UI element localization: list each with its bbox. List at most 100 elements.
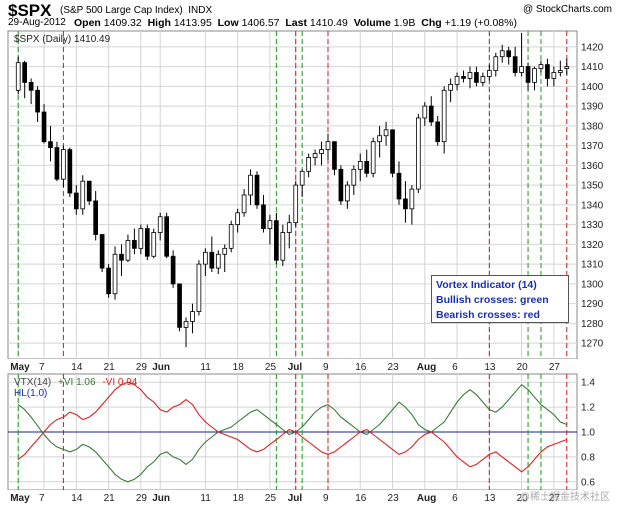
x-tick-label: 13 [484, 362, 496, 373]
candle [422, 102, 428, 126]
candle [512, 46, 518, 77]
open-label: Open [74, 17, 101, 29]
candle-body [312, 153, 318, 158]
chart-header: $SPX (S&P 500 Large Cap Index) INDX @ St… [0, 0, 620, 31]
price-y-tick: 1280 [581, 319, 604, 330]
candle [48, 125, 53, 162]
vortex-panel: 0.6 0.8 1.0 1.2 1.4 VTX(14) +VI 1.06 -VI 0.9… [7, 373, 595, 491]
price-y-tick: 1360 [581, 161, 604, 172]
candle [61, 145, 66, 188]
candle [132, 228, 137, 255]
chg-label: Chg [421, 17, 442, 29]
price-y-tick: 1380 [581, 121, 604, 132]
candle [28, 78, 34, 105]
candle [390, 129, 395, 178]
candle [215, 250, 221, 275]
candle-body [564, 66, 570, 69]
price-y-tick: 1290 [581, 299, 604, 310]
candle-body [332, 141, 337, 170]
candle-body [99, 234, 105, 269]
candle [80, 175, 86, 215]
x-tick-label: 29 [136, 362, 148, 373]
candle-body [61, 149, 66, 180]
candle [551, 66, 557, 87]
x-axis-bottom: May 7 14 21 29 Jun 11 18 25 Jul 9 16 23 Aug 6 13 20 27 [0, 490, 620, 504]
candle-body [409, 188, 415, 210]
candle-body [48, 141, 53, 148]
x-tick-label: Jun [152, 493, 170, 504]
x-tick-label: 9 [323, 362, 329, 373]
x-tick-label: 18 [233, 493, 245, 504]
price-y-tick: 1410 [581, 62, 604, 73]
x-tick-label: 11 [200, 362, 211, 373]
x-axis-top: May 7 14 21 29 Jun 11 18 25 Jul 9 16 23 Aug 6 13 20 27 [0, 359, 620, 373]
candle-body [551, 72, 557, 79]
x-tick-label: 16 [355, 362, 367, 373]
candle [125, 234, 131, 263]
candle [467, 66, 473, 89]
note-line-2: Bullish crosses: green [436, 294, 549, 306]
candle [325, 133, 331, 160]
last-label: Last [285, 17, 307, 29]
candle [480, 72, 486, 87]
candle-body [538, 64, 544, 69]
full-name-text: (S&P 500 Large Cap Index) [60, 5, 183, 16]
candle-body [67, 149, 73, 194]
x-tick-label: Jun [152, 362, 170, 373]
volume-label: Volume [353, 17, 391, 29]
candle-body [119, 253, 124, 261]
candle-body [519, 66, 524, 73]
candle-body [203, 251, 208, 265]
price-y-tick: 1330 [581, 220, 604, 231]
candle [506, 46, 512, 65]
x-tick-label: 27 [549, 362, 561, 373]
candle [370, 137, 376, 178]
candle-body [319, 149, 324, 154]
candle-body [235, 212, 240, 226]
candle-body [525, 66, 531, 83]
candle-body [499, 50, 505, 58]
candle [499, 44, 505, 63]
x-tick-label: 23 [388, 493, 400, 504]
candle-body [390, 129, 395, 174]
candle-body [54, 147, 60, 180]
candle [338, 165, 344, 205]
candle [383, 121, 389, 146]
candle-body [151, 232, 157, 257]
copyright[interactable]: @ StockCharts.com [522, 4, 612, 15]
vtx-y-tick: 1.2 [581, 403, 595, 414]
candle [41, 104, 47, 144]
candle [170, 250, 176, 288]
price-y-tick: 1390 [581, 102, 604, 113]
candle [86, 180, 92, 205]
candle [306, 153, 311, 178]
vtx-legend: VTX(14) +VI 1.06 -VI 0.94 [14, 377, 138, 388]
x-tick-label: 25 [265, 362, 277, 373]
candle [209, 236, 215, 273]
candle [280, 224, 286, 267]
note-line-3: Bearish crosses: red [436, 309, 540, 321]
candle [235, 208, 240, 233]
candle-body [280, 232, 286, 261]
low-value: 1406.57 [241, 17, 280, 29]
x-tick-label: May [10, 493, 30, 504]
candle-body [190, 311, 195, 322]
x-tick-label: Jul [288, 493, 303, 504]
x-tick-label: 27 [549, 493, 561, 504]
candle-body [338, 168, 344, 202]
candle [538, 60, 544, 73]
high-label: High [147, 17, 171, 29]
candle [312, 149, 318, 166]
candle-body [370, 141, 376, 174]
x-tick-label: Aug [417, 362, 436, 373]
candle [144, 224, 150, 261]
candle [364, 149, 370, 178]
candle-body [144, 228, 150, 257]
candle-body [435, 121, 441, 143]
candle [345, 181, 350, 209]
candle-body [183, 321, 189, 328]
candle-body [403, 198, 408, 210]
candle-body [383, 129, 389, 137]
candle [274, 212, 279, 265]
